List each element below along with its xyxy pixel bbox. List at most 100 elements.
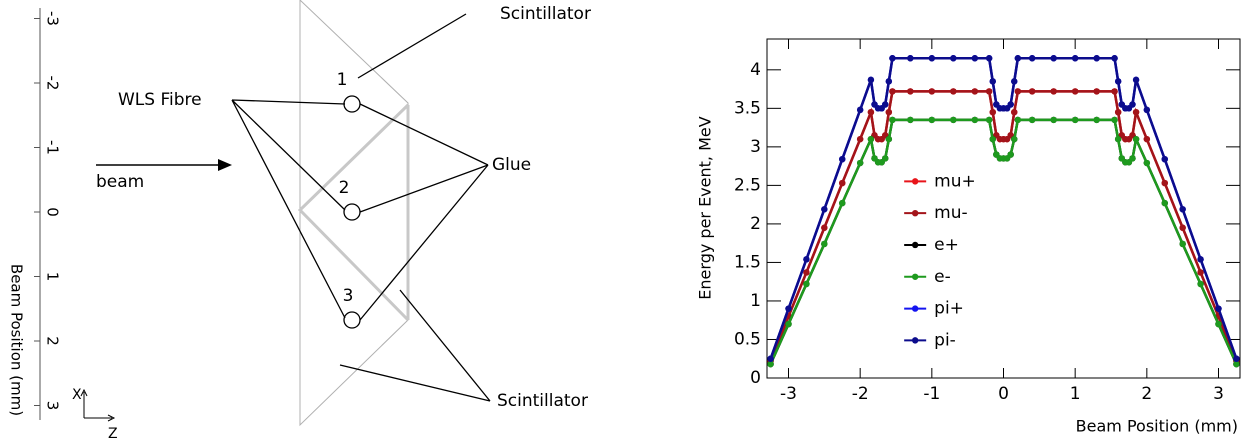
diagram-tick-label: -3: [44, 11, 62, 26]
fibre: [343, 311, 361, 329]
data-point: [928, 55, 936, 62]
data-point: [985, 88, 993, 95]
y-tick-label: 4: [750, 60, 761, 80]
diagram: Beam Position (mm) 1 2 3 WLS Fibre Glue …: [8, 0, 591, 442]
data-point: [971, 116, 979, 124]
data-point: [1114, 135, 1122, 143]
data-point: [928, 88, 936, 95]
data-point: [1161, 155, 1168, 163]
plot-frame: [766, 38, 1241, 379]
fibre-label: 3: [343, 286, 354, 306]
diagram-tick-label: 1: [44, 272, 62, 282]
data-point: [1111, 88, 1118, 95]
data-point: [1132, 108, 1140, 116]
data-point: [856, 135, 864, 143]
data-point: [1114, 78, 1122, 85]
data-point: [1143, 106, 1151, 114]
data-point: [950, 55, 957, 62]
data-point: [1071, 55, 1079, 62]
chart: Energy per Event, MeV Beam Position (mm)…: [696, 38, 1241, 436]
series-line: [769, 90, 1238, 362]
data-point: [1215, 305, 1222, 312]
data-point: [1132, 135, 1140, 143]
data-point: [1161, 179, 1168, 187]
data-point: [985, 55, 993, 62]
y-axis-label: Energy per Event, MeV: [696, 116, 715, 299]
data-point: [1028, 88, 1036, 95]
fibre: [343, 95, 361, 113]
data-point: [821, 206, 828, 213]
data-point: [882, 155, 889, 162]
fibre-label: 1: [337, 70, 348, 90]
glue-label: Glue: [492, 155, 531, 175]
x-tick-label: 2: [1141, 384, 1152, 404]
legend-label: e+: [934, 235, 959, 255]
data-point: [867, 76, 875, 84]
y-tick-label: 3.5: [734, 98, 761, 118]
data-point: [950, 88, 957, 95]
y-tick-label: 0.5: [734, 329, 761, 349]
leader-lines: [359, 103, 489, 321]
data-point: [1179, 240, 1186, 248]
data-point: [1050, 88, 1057, 95]
data-point: [1111, 55, 1118, 62]
beam-arrowhead: [218, 159, 232, 171]
data-point: [971, 88, 979, 95]
data-point: [885, 78, 893, 85]
y-tick-label: 2.5: [734, 175, 761, 195]
fibre: [343, 203, 361, 221]
y-tick-label: 1.5: [734, 252, 761, 272]
data-point: [989, 78, 996, 85]
data-point: [1233, 360, 1240, 368]
leader-lines: [339, 289, 491, 402]
data-point: [839, 199, 846, 207]
leader-line: [357, 13, 467, 79]
x-axis-label: Beam Position (mm): [1076, 417, 1238, 436]
leader-lines: [231, 99, 346, 319]
data-point: [1114, 108, 1122, 116]
x-tick-label: 0: [998, 384, 1009, 404]
data-point: [785, 320, 792, 328]
data-point: [803, 280, 810, 288]
x-tick-label: -3: [780, 384, 797, 404]
data-point: [767, 360, 774, 368]
data-point: [950, 116, 957, 124]
beam-label: beam: [96, 172, 144, 192]
data-point: [1129, 155, 1136, 162]
scintillator-label: Scintillator: [500, 4, 591, 24]
x-tick-label: -2: [852, 384, 869, 404]
data-point: [971, 55, 979, 62]
data-point: [1161, 199, 1168, 207]
coordinate-arrows: [80, 388, 116, 422]
data-point: [867, 108, 875, 116]
data-point: [1132, 76, 1140, 84]
data-point: [1011, 78, 1018, 85]
data-point: [889, 55, 896, 62]
x-tick-label: 3: [1213, 384, 1224, 404]
data-point: [839, 179, 846, 187]
data-point: [882, 101, 889, 108]
legend-label: pi-: [934, 330, 956, 350]
data-point: [803, 256, 810, 263]
diagram-tick-label: 3: [44, 401, 62, 411]
data-point: [1179, 224, 1186, 231]
series-line: [769, 90, 1238, 362]
data-point: [1111, 116, 1118, 124]
legend-marker: [911, 305, 919, 312]
legend-label: mu+: [934, 171, 976, 191]
data-point: [821, 224, 828, 231]
data-point: [821, 240, 828, 248]
data-point: [1014, 116, 1022, 124]
legend-label: e-: [934, 267, 951, 287]
scintillator-boundary: [297, 103, 410, 322]
data-point: [1071, 116, 1079, 124]
legend-marker: [911, 273, 919, 280]
data-point: [889, 88, 896, 95]
data-point: [989, 135, 996, 143]
legend-marker: [911, 337, 919, 344]
data-point: [1014, 88, 1022, 95]
data-point: [839, 155, 846, 163]
z-axis-label: Z: [108, 426, 118, 442]
data-point: [1143, 135, 1151, 143]
